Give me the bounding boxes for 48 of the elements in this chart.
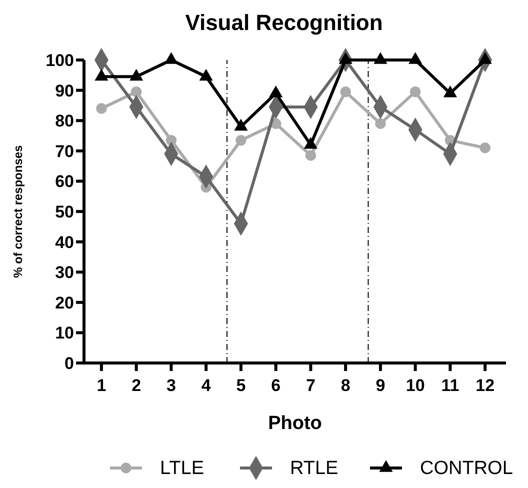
point bbox=[94, 68, 108, 81]
point bbox=[375, 118, 386, 129]
point bbox=[374, 52, 388, 64]
x-tick-label: 9 bbox=[376, 376, 386, 395]
x-tick-label: 7 bbox=[306, 376, 316, 395]
x-tick-label: 6 bbox=[271, 376, 281, 395]
x-tick-label: 8 bbox=[340, 376, 350, 395]
x-axis-title: Photo bbox=[268, 413, 322, 434]
y-tick-label: 0 bbox=[64, 354, 74, 373]
point bbox=[340, 86, 351, 98]
point bbox=[96, 103, 107, 114]
y-axis-title: % of correct responses bbox=[11, 144, 25, 278]
legend-label: CONTROL bbox=[420, 458, 513, 479]
y-tick-label: 90 bbox=[55, 81, 74, 100]
y-tick-label: 100 bbox=[46, 50, 74, 70]
y-tick-label: 10 bbox=[55, 324, 74, 343]
point bbox=[269, 85, 283, 98]
y-tick-label: 60 bbox=[55, 172, 74, 192]
legend-label: RTLE bbox=[290, 458, 338, 479]
point bbox=[199, 68, 213, 81]
y-tick-label: 20 bbox=[55, 293, 74, 312]
point bbox=[305, 150, 316, 161]
y-tick-label: 50 bbox=[55, 202, 74, 222]
point bbox=[480, 142, 490, 154]
point bbox=[410, 86, 421, 98]
x-tick-label: 4 bbox=[201, 376, 212, 395]
point bbox=[478, 52, 492, 64]
x-tick-label: 3 bbox=[166, 376, 176, 395]
y-tick-label: 40 bbox=[55, 232, 74, 252]
point bbox=[443, 85, 457, 98]
point bbox=[338, 52, 352, 64]
y-tick-label: 30 bbox=[55, 263, 74, 282]
y-tick-label: 70 bbox=[55, 142, 74, 161]
point bbox=[166, 134, 177, 146]
legend-label: LTLE bbox=[160, 458, 204, 479]
x-tick-label: 11 bbox=[441, 376, 460, 395]
point bbox=[130, 68, 144, 81]
x-tick-label: 1 bbox=[96, 376, 106, 395]
point bbox=[236, 134, 246, 146]
point bbox=[164, 52, 178, 64]
chart-title: Visual Recognition bbox=[185, 10, 383, 35]
x-tick-label: 10 bbox=[406, 376, 425, 395]
x-tick-label: 2 bbox=[132, 376, 142, 395]
x-tick-label: 12 bbox=[476, 376, 495, 395]
x-tick-label: 5 bbox=[236, 376, 246, 395]
y-tick-label: 80 bbox=[55, 112, 74, 131]
point bbox=[130, 86, 142, 98]
point bbox=[408, 52, 422, 64]
